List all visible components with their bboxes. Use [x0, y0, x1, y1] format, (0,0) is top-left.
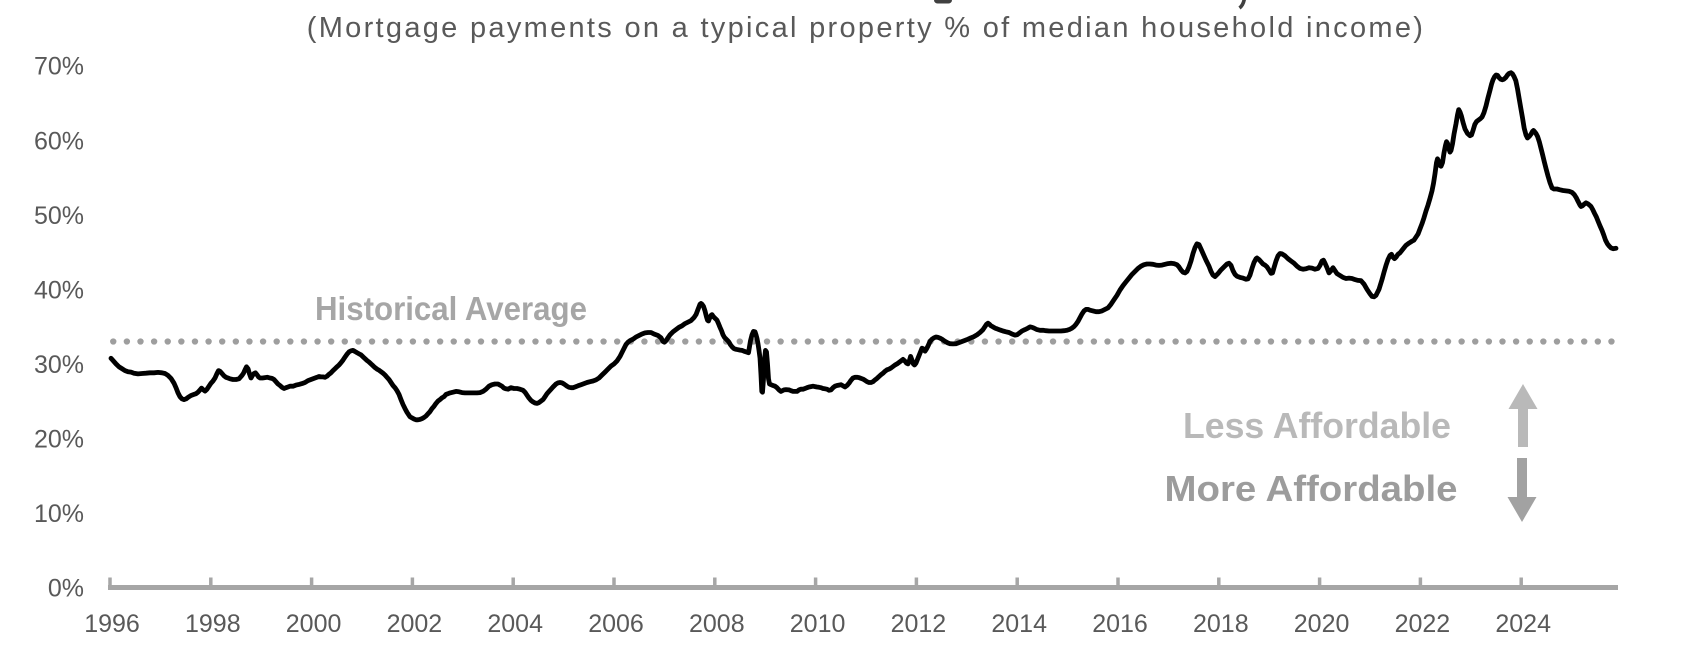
- svg-text:1998: 1998: [185, 610, 241, 638]
- svg-text:Less Affordable: Less Affordable: [1183, 405, 1451, 446]
- svg-text:2008: 2008: [689, 610, 745, 638]
- svg-text:2014: 2014: [991, 610, 1047, 638]
- svg-text:70%: 70%: [34, 53, 84, 81]
- svg-text:2018: 2018: [1193, 610, 1249, 638]
- svg-text:2012: 2012: [891, 610, 947, 638]
- svg-text:2002: 2002: [387, 610, 443, 638]
- svg-text:2000: 2000: [286, 610, 342, 638]
- svg-text:(Mortgage payments on a typica: (Mortgage payments on a typical property…: [307, 12, 1426, 44]
- svg-text:2004: 2004: [487, 610, 543, 638]
- svg-text:2016: 2016: [1092, 610, 1148, 638]
- svg-text:20%: 20%: [34, 426, 84, 454]
- svg-text:60%: 60%: [34, 127, 84, 155]
- svg-text:More Affordable: More Affordable: [1165, 468, 1458, 509]
- svg-text:30%: 30%: [34, 351, 84, 379]
- svg-text:50%: 50%: [34, 202, 84, 230]
- svg-text:40%: 40%: [34, 276, 84, 304]
- svg-text:2010: 2010: [790, 610, 846, 638]
- svg-text:1996: 1996: [84, 610, 140, 638]
- svg-text:2022: 2022: [1395, 610, 1451, 638]
- svg-text:0%: 0%: [48, 575, 84, 603]
- svg-text:Historical Average: Historical Average: [315, 290, 587, 327]
- svg-text:2006: 2006: [588, 610, 644, 638]
- svg-text:10%: 10%: [34, 500, 84, 528]
- svg-text:2020: 2020: [1294, 610, 1350, 638]
- svg-text:2024: 2024: [1495, 610, 1551, 638]
